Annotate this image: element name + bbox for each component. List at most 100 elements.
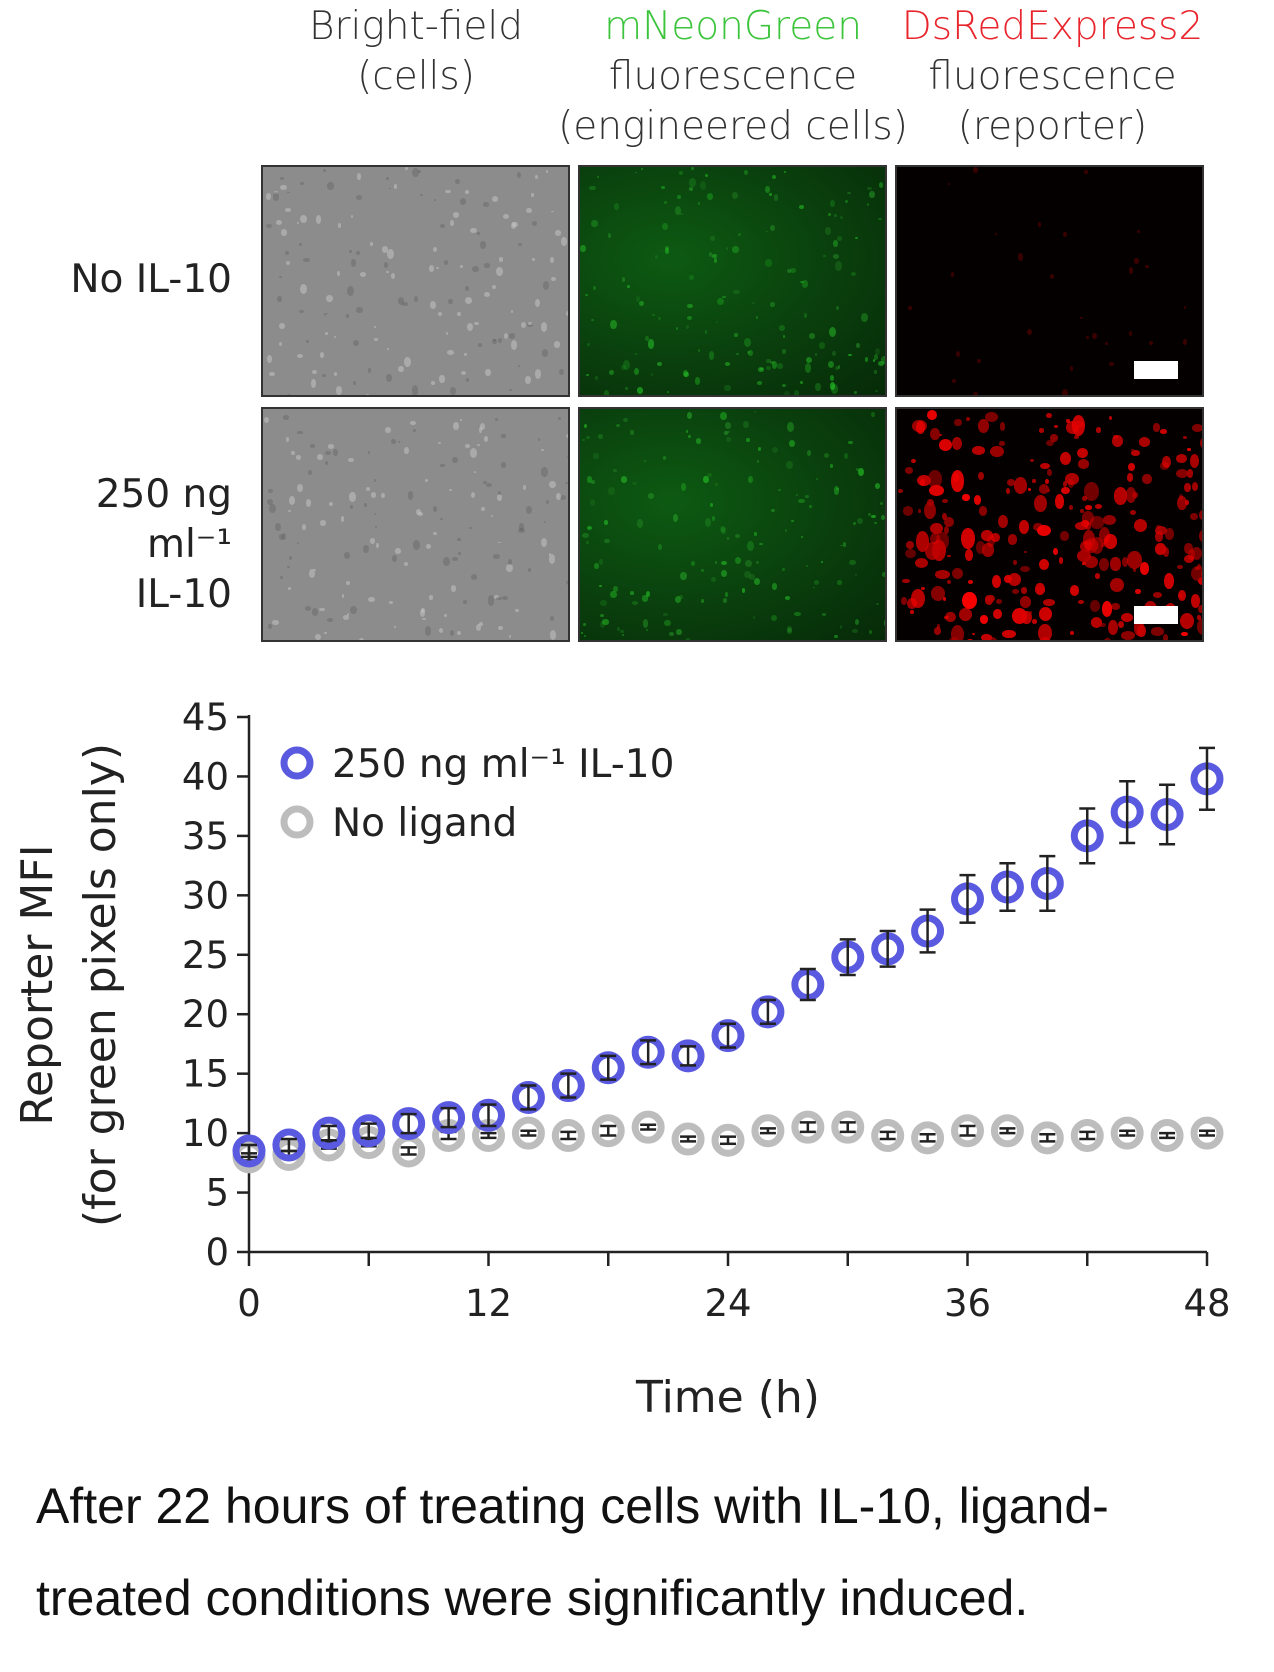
cell-speckle [424, 626, 432, 636]
cell-speckle [614, 203, 620, 210]
cell-speckle [769, 360, 775, 365]
cell-speckle [874, 348, 881, 356]
cell-speckle [369, 242, 374, 246]
cell-speckle [487, 595, 495, 606]
cell-speckle [548, 553, 552, 557]
cell-speckle [370, 492, 377, 498]
cell-speckle [1198, 529, 1202, 543]
cell-speckle [853, 522, 857, 525]
cell-speckle [279, 177, 285, 181]
cell-speckle [758, 447, 762, 452]
cell-speckle [1177, 564, 1184, 570]
cell-speckle [907, 598, 918, 609]
cell-speckle [264, 417, 270, 424]
cell-speckle [616, 627, 620, 632]
cell-speckle [1037, 222, 1042, 227]
cell-speckle [789, 439, 795, 447]
cell-speckle [647, 339, 655, 349]
cell-speckle [937, 624, 941, 629]
cell-speckle [275, 219, 282, 225]
cell-speckle [374, 526, 377, 528]
cell-speckle [724, 422, 732, 429]
cell-speckle [551, 276, 557, 281]
point-no-ligand [511, 1116, 545, 1150]
cell-speckle [905, 540, 915, 550]
cell-speckle [855, 343, 860, 349]
cell-speckle [1139, 561, 1150, 576]
cell-speckle [1038, 607, 1053, 622]
cell-speckle [747, 350, 754, 357]
cell-speckle [534, 368, 542, 379]
cell-speckle [297, 221, 300, 225]
cell-speckle [585, 435, 591, 440]
cell-speckle [651, 373, 654, 377]
point-no-ligand [871, 1118, 905, 1152]
row-label-line: IL-10 [135, 572, 232, 617]
cell-speckle [528, 568, 532, 572]
cell-speckle [591, 479, 595, 484]
cell-speckle [340, 516, 345, 522]
cell-speckle [732, 191, 739, 199]
cell-speckle [645, 628, 648, 631]
cell-speckle [990, 532, 1000, 542]
cell-speckle [987, 534, 996, 547]
cell-speckle [770, 614, 778, 621]
cell-speckle [868, 630, 872, 634]
cell-speckle [1082, 496, 1087, 501]
cell-speckle [551, 210, 554, 213]
cell-speckle [411, 385, 419, 395]
cell-speckle [580, 632, 584, 634]
cell-speckle [347, 286, 355, 297]
cell-speckle [644, 336, 649, 342]
cell-speckle [281, 533, 287, 540]
cell-speckle [288, 556, 293, 561]
cell-speckle [449, 630, 454, 637]
cell-speckle [991, 574, 1002, 589]
cell-speckle [720, 411, 727, 420]
cell-speckle [463, 600, 468, 604]
cell-speckle [917, 509, 922, 514]
cell-speckle [593, 286, 597, 290]
cell-speckle [518, 242, 523, 246]
cell-speckle [375, 542, 380, 549]
cell-speckle [358, 637, 365, 640]
cell-speckle [490, 514, 494, 518]
cell-speckle [433, 247, 438, 253]
cell-speckle [770, 509, 775, 513]
legend-label-no-ligand: No ligand [332, 801, 517, 846]
cell-speckle [634, 353, 637, 356]
cell-speckle [1029, 459, 1035, 463]
cell-speckle [532, 220, 538, 226]
cell-speckle [1112, 435, 1118, 440]
cell-speckle [916, 474, 932, 487]
cell-speckle [565, 481, 568, 484]
cell-speckle [798, 498, 806, 503]
cell-speckle [549, 630, 556, 640]
cell-speckle [1034, 495, 1047, 513]
cell-speckle [873, 521, 878, 525]
cell-speckle [501, 461, 506, 469]
cell-speckle [589, 185, 596, 191]
cell-speckle [509, 333, 515, 339]
cell-speckle [776, 362, 784, 369]
cell-speckle [1059, 451, 1072, 465]
cell-speckle [829, 382, 836, 390]
cell-speckle [279, 322, 285, 329]
cell-speckle [679, 213, 683, 216]
cell-speckle [391, 272, 396, 279]
cell-speckle [508, 558, 513, 566]
cell-speckle [620, 476, 628, 483]
cell-speckle [346, 581, 351, 585]
cell-speckle [664, 245, 670, 251]
cell-speckle [351, 215, 354, 218]
cell-speckle [875, 603, 880, 606]
cell-speckle [1076, 448, 1088, 459]
cell-speckle [465, 444, 471, 448]
cell-speckle [981, 529, 994, 541]
cell-speckle [359, 271, 367, 278]
cell-speckle [1190, 594, 1201, 609]
cell-speckle [350, 259, 357, 268]
cell-speckle [952, 567, 963, 579]
cell-speckle [743, 170, 748, 175]
cell-speckle [1089, 600, 1100, 613]
